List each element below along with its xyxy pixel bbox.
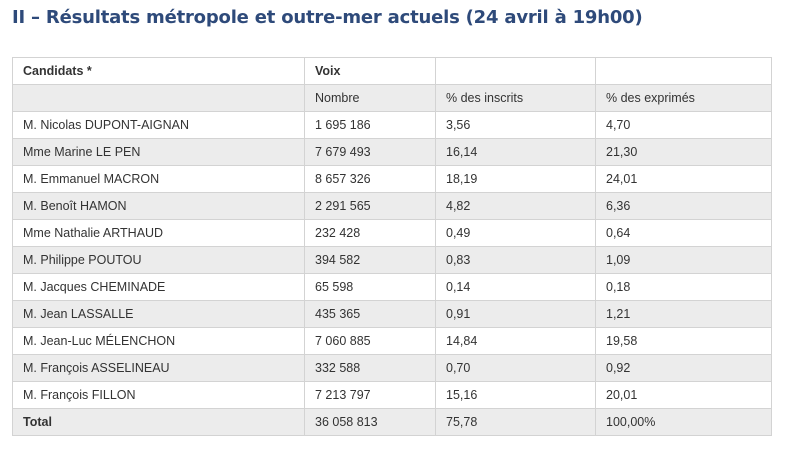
subheader-pct-expressed: % des exprimés [595,84,772,112]
candidate-name: M. Philippe POUTOU [12,246,305,274]
total-label: Total [12,408,305,436]
header-empty-cell [595,57,772,85]
pct-registered-cell: 16,14 [435,138,596,166]
page-title: II – Résultats métropole et outre-mer ac… [12,7,643,28]
total-pct-expressed: 100,00% [595,408,772,436]
header-candidates: Candidats * [12,57,305,85]
table-row: M. Jacques CHEMINADE 65 598 0,14 0,18 [12,273,772,301]
votes-cell: 2 291 565 [304,192,436,220]
pct-registered-cell: 15,16 [435,381,596,409]
pct-registered-cell: 0,14 [435,273,596,301]
table-row: M. Philippe POUTOU 394 582 0,83 1,09 [12,246,772,274]
votes-cell: 7 060 885 [304,327,436,355]
header-empty-cell [435,57,596,85]
table-row: M. Benoît HAMON 2 291 565 4,82 6,36 [12,192,772,220]
table-row: M. Emmanuel MACRON 8 657 326 18,19 24,01 [12,165,772,193]
subheader-pct-registered: % des inscrits [435,84,596,112]
votes-cell: 394 582 [304,246,436,274]
pct-registered-cell: 0,91 [435,300,596,328]
pct-expressed-cell: 21,30 [595,138,772,166]
total-votes: 36 058 813 [304,408,436,436]
table-row: M. Nicolas DUPONT-AIGNAN 1 695 186 3,56 4,7… [12,111,772,139]
pct-expressed-cell: 19,58 [595,327,772,355]
pct-registered-cell: 18,19 [435,165,596,193]
candidate-name: M. Emmanuel MACRON [12,165,305,193]
table-row: Mme Nathalie ARTHAUD 232 428 0,49 0,64 [12,219,772,247]
pct-expressed-cell: 0,92 [595,354,772,382]
pct-expressed-cell: 6,36 [595,192,772,220]
total-pct-registered: 75,78 [435,408,596,436]
votes-cell: 232 428 [304,219,436,247]
pct-expressed-cell: 20,01 [595,381,772,409]
subheader-number: Nombre [304,84,436,112]
candidate-name: Mme Nathalie ARTHAUD [12,219,305,247]
votes-cell: 332 588 [304,354,436,382]
subheader-empty-cell [12,84,305,112]
header-votes: Voix [304,57,436,85]
table-row: M. Jean-Luc MÉLENCHON 7 060 885 14,84 19,58 [12,327,772,355]
candidate-name: M. François FILLON [12,381,305,409]
pct-expressed-cell: 0,18 [595,273,772,301]
pct-registered-cell: 4,82 [435,192,596,220]
table-row: M. François ASSELINEAU 332 588 0,70 0,92 [12,354,772,382]
pct-registered-cell: 3,56 [435,111,596,139]
pct-expressed-cell: 1,09 [595,246,772,274]
votes-cell: 7 679 493 [304,138,436,166]
pct-expressed-cell: 0,64 [595,219,772,247]
pct-registered-cell: 0,83 [435,246,596,274]
pct-expressed-cell: 4,70 [595,111,772,139]
table-row: M. Jean LASSALLE 435 365 0,91 1,21 [12,300,772,328]
table-row: M. François FILLON 7 213 797 15,16 20,01 [12,381,772,409]
votes-cell: 1 695 186 [304,111,436,139]
pct-expressed-cell: 1,21 [595,300,772,328]
pct-expressed-cell: 24,01 [595,165,772,193]
candidate-name: M. Benoît HAMON [12,192,305,220]
results-table: Candidats * Voix Nombre % des inscrits %… [12,57,772,436]
pct-registered-cell: 14,84 [435,327,596,355]
candidate-name: M. Jean-Luc MÉLENCHON [12,327,305,355]
candidate-name: M. Jacques CHEMINADE [12,273,305,301]
votes-cell: 7 213 797 [304,381,436,409]
candidate-name: M. Nicolas DUPONT-AIGNAN [12,111,305,139]
candidate-name: M. Jean LASSALLE [12,300,305,328]
candidate-name: Mme Marine LE PEN [12,138,305,166]
votes-cell: 8 657 326 [304,165,436,193]
votes-cell: 435 365 [304,300,436,328]
pct-registered-cell: 0,49 [435,219,596,247]
pct-registered-cell: 0,70 [435,354,596,382]
total-row: Total 36 058 813 75,78 100,00% [12,408,772,436]
header-row: Candidats * Voix [12,57,772,85]
votes-cell: 65 598 [304,273,436,301]
candidate-name: M. François ASSELINEAU [12,354,305,382]
subheader-row: Nombre % des inscrits % des exprimés [12,84,772,112]
table-row: Mme Marine LE PEN 7 679 493 16,14 21,30 [12,138,772,166]
